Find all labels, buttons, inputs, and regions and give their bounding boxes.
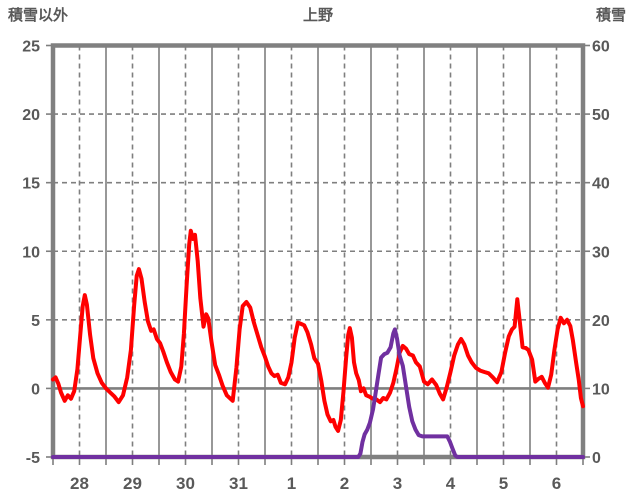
right-axis-title: 積雪 bbox=[595, 7, 626, 24]
y-right-tick-label: 40 bbox=[592, 176, 610, 193]
x-tick-label: 6 bbox=[552, 474, 561, 493]
gridlines bbox=[53, 45, 583, 457]
temperature-line bbox=[51, 228, 585, 433]
x-tick-label: 3 bbox=[393, 474, 402, 493]
axis-ticks bbox=[46, 44, 590, 465]
y-right-tick-label: 60 bbox=[592, 39, 610, 56]
y-right-tick-label: 0 bbox=[592, 450, 601, 467]
x-tick-label: 30 bbox=[176, 474, 195, 493]
x-tick-label: 4 bbox=[446, 474, 456, 493]
x-tick-label: 31 bbox=[229, 474, 248, 493]
y-left-tick-label: 5 bbox=[31, 313, 40, 330]
x-tick-label: 28 bbox=[70, 474, 89, 493]
y-left-tick-label: 25 bbox=[22, 39, 40, 56]
y-left-tick-label: 0 bbox=[31, 381, 40, 398]
x-tick-label: 1 bbox=[287, 474, 296, 493]
y-right-tick-label: 20 bbox=[592, 313, 610, 330]
y-left-tick-label: 10 bbox=[22, 244, 40, 261]
y-left-tick-label: -5 bbox=[26, 450, 40, 467]
x-tick-label: 29 bbox=[123, 474, 142, 493]
snow-depth-line bbox=[51, 327, 585, 459]
y-left-tick-label: 15 bbox=[22, 176, 40, 193]
y-right-tick-label: 50 bbox=[592, 107, 610, 124]
x-tick-label: 5 bbox=[499, 474, 508, 493]
x-tick-label: 2 bbox=[340, 474, 349, 493]
y-left-tick-label: 20 bbox=[22, 107, 40, 124]
y-right-tick-label: 30 bbox=[592, 244, 610, 261]
left-axis-title: 積雪以外 bbox=[8, 7, 69, 24]
y-right-tick-label: 10 bbox=[592, 381, 610, 398]
chart-title: 上野 bbox=[302, 7, 334, 24]
